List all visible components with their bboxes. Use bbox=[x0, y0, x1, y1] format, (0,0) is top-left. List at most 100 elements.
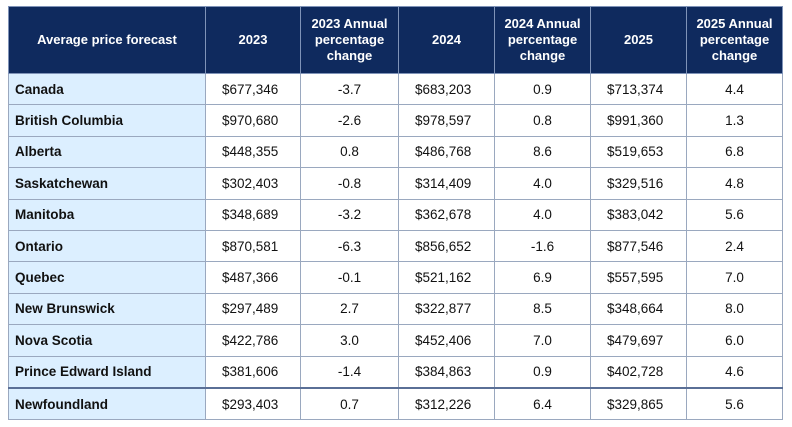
table-row: Quebec $487,366 -0.1 $521,162 6.9 $557,595 7.0 bbox=[8, 261, 783, 294]
value-cell: 5.6 bbox=[686, 386, 783, 421]
header-cell: 2025 bbox=[590, 6, 687, 74]
region-cell: Saskatchewan bbox=[8, 167, 206, 200]
value-cell: $383,042 bbox=[590, 198, 687, 231]
value-cell: 7.0 bbox=[494, 324, 591, 357]
value-cell: 0.8 bbox=[300, 135, 399, 169]
value-cell: 8.0 bbox=[686, 292, 783, 326]
value-cell: 0.7 bbox=[300, 386, 399, 421]
value-cell: $329,865 bbox=[590, 386, 687, 421]
header-cell: 2023 bbox=[205, 6, 301, 74]
table-row: Prince Edward Island $381,606 -1.4 $384,863… bbox=[8, 355, 783, 389]
value-cell: $381,606 bbox=[205, 355, 301, 389]
table-row: Nova Scotia $422,786 3.0 $452,406 7.0 $479,69… bbox=[8, 324, 783, 357]
table-container: Average price forecast 2023 2023 Annual pe… bbox=[8, 6, 783, 421]
header-cell: 2025 Annual percentage change bbox=[686, 6, 783, 74]
table-body: Canada $677,346 -3.7 $683,203 0.9 $713,374 4.4… bbox=[8, 72, 783, 421]
value-cell: 4.4 bbox=[686, 72, 783, 106]
value-cell: -0.1 bbox=[300, 261, 399, 294]
value-cell: $312,226 bbox=[398, 386, 495, 421]
value-cell: -2.6 bbox=[300, 104, 399, 137]
value-cell: -3.7 bbox=[300, 72, 399, 106]
value-cell: 6.9 bbox=[494, 261, 591, 294]
value-cell: 3.0 bbox=[300, 324, 399, 357]
value-cell: $322,877 bbox=[398, 292, 495, 326]
table-row: Canada $677,346 -3.7 $683,203 0.9 $713,374 4.4 bbox=[8, 72, 783, 106]
header-row: Average price forecast 2023 2023 Annual pe… bbox=[8, 6, 783, 74]
value-cell: $452,406 bbox=[398, 324, 495, 357]
value-cell: $329,516 bbox=[590, 167, 687, 200]
value-cell: 8.5 bbox=[494, 292, 591, 326]
region-cell: Manitoba bbox=[8, 198, 206, 231]
region-cell: Newfoundland bbox=[8, 386, 206, 421]
region-cell: Ontario bbox=[8, 229, 206, 263]
value-cell: $978,597 bbox=[398, 104, 495, 137]
value-cell: $297,489 bbox=[205, 292, 301, 326]
value-cell: 0.8 bbox=[494, 104, 591, 137]
value-cell: $970,680 bbox=[205, 104, 301, 137]
value-cell: $677,346 bbox=[205, 72, 301, 106]
value-cell: $991,360 bbox=[590, 104, 687, 137]
value-cell: 6.8 bbox=[686, 135, 783, 169]
value-cell: $870,581 bbox=[205, 229, 301, 263]
value-cell: -6.3 bbox=[300, 229, 399, 263]
value-cell: $683,203 bbox=[398, 72, 495, 106]
header-cell: 2024 Annual percentage change bbox=[494, 6, 591, 74]
value-cell: 4.0 bbox=[494, 167, 591, 200]
region-cell: Quebec bbox=[8, 261, 206, 294]
value-cell: $402,728 bbox=[590, 355, 687, 389]
region-cell: Canada bbox=[8, 72, 206, 106]
table-row: New Brunswick $297,489 2.7 $322,877 8.5 $348,… bbox=[8, 292, 783, 326]
table-row: Manitoba $348,689 -3.2 $362,678 4.0 $383,042 5… bbox=[8, 198, 783, 231]
value-cell: $521,162 bbox=[398, 261, 495, 294]
value-cell: -0.8 bbox=[300, 167, 399, 200]
value-cell: 6.4 bbox=[494, 386, 591, 421]
region-cell: Prince Edward Island bbox=[8, 355, 206, 389]
value-cell: 5.6 bbox=[686, 198, 783, 231]
region-cell: New Brunswick bbox=[8, 292, 206, 326]
value-cell: $384,863 bbox=[398, 355, 495, 389]
value-cell: $713,374 bbox=[590, 72, 687, 106]
table-row: Alberta $448,355 0.8 $486,768 8.6 $519,653 6.8 bbox=[8, 135, 783, 169]
value-cell: $422,786 bbox=[205, 324, 301, 357]
header-cell: 2023 Annual percentage change bbox=[300, 6, 399, 74]
value-cell: $314,409 bbox=[398, 167, 495, 200]
value-cell: $877,546 bbox=[590, 229, 687, 263]
value-cell: $448,355 bbox=[205, 135, 301, 169]
region-cell: British Columbia bbox=[8, 104, 206, 137]
table-row: Newfoundland $293,403 0.7 $312,226 6.4 $329,8… bbox=[8, 386, 783, 421]
value-cell: 2.4 bbox=[686, 229, 783, 263]
value-cell: $348,689 bbox=[205, 198, 301, 231]
value-cell: 2.7 bbox=[300, 292, 399, 326]
table-row: Ontario $870,581 -6.3 $856,652 -1.6 $877,546 2… bbox=[8, 229, 783, 263]
value-cell: $362,678 bbox=[398, 198, 495, 231]
value-cell: $293,403 bbox=[205, 386, 301, 421]
value-cell: $856,652 bbox=[398, 229, 495, 263]
value-cell: 0.9 bbox=[494, 72, 591, 106]
value-cell: 1.3 bbox=[686, 104, 783, 137]
value-cell: $486,768 bbox=[398, 135, 495, 169]
value-cell: 6.0 bbox=[686, 324, 783, 357]
table-row: British Columbia $970,680 -2.6 $978,597 0.8 $… bbox=[8, 104, 783, 137]
header-cell: Average price forecast bbox=[8, 6, 206, 74]
value-cell: -1.4 bbox=[300, 355, 399, 389]
value-cell: $302,403 bbox=[205, 167, 301, 200]
value-cell: -1.6 bbox=[494, 229, 591, 263]
region-cell: Alberta bbox=[8, 135, 206, 169]
value-cell: -3.2 bbox=[300, 198, 399, 231]
value-cell: 4.8 bbox=[686, 167, 783, 200]
value-cell: $348,664 bbox=[590, 292, 687, 326]
region-cell: Nova Scotia bbox=[8, 324, 206, 357]
value-cell: $479,697 bbox=[590, 324, 687, 357]
table-header: Average price forecast 2023 2023 Annual pe… bbox=[8, 6, 783, 74]
price-table: Average price forecast 2023 2023 Annual pe… bbox=[8, 6, 783, 421]
value-cell: $557,595 bbox=[590, 261, 687, 294]
value-cell: 4.0 bbox=[494, 198, 591, 231]
value-cell: 4.6 bbox=[686, 355, 783, 389]
value-cell: $487,366 bbox=[205, 261, 301, 294]
value-cell: $519,653 bbox=[590, 135, 687, 169]
value-cell: 0.9 bbox=[494, 355, 591, 389]
value-cell: 7.0 bbox=[686, 261, 783, 294]
value-cell: 8.6 bbox=[494, 135, 591, 169]
header-cell: 2024 bbox=[398, 6, 495, 74]
table-row: Saskatchewan $302,403 -0.8 $314,409 4.0 $329,… bbox=[8, 167, 783, 200]
